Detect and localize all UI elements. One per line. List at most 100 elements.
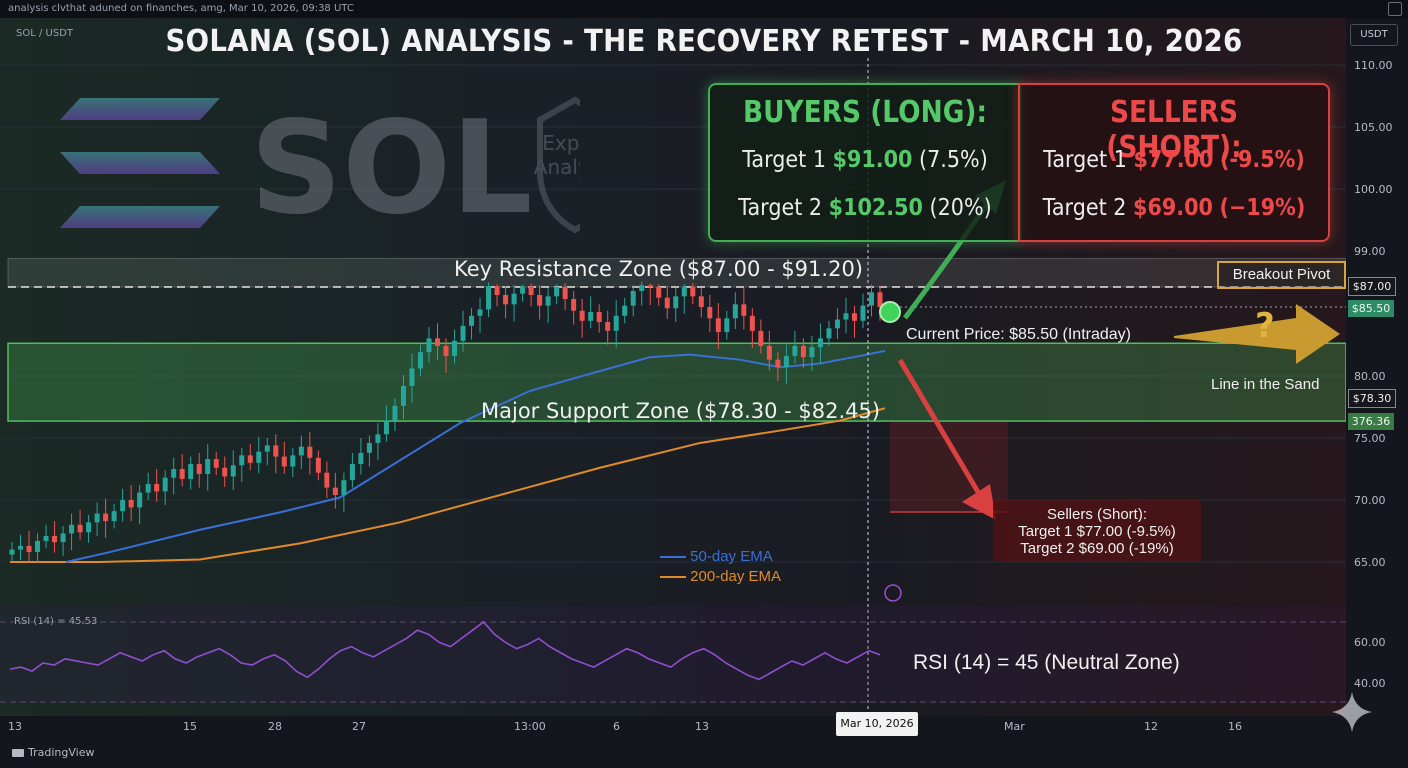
sol-watermark-text: SOL [250,94,533,243]
window-maximize-icon[interactable] [1388,2,1402,16]
candle-body [290,455,296,467]
candle-body [315,457,321,473]
current-price-tag: $85.50 [1348,300,1394,317]
ema-price-tag: 376.36 [1348,413,1394,430]
current-price-label: Current Price: $85.50 (Intraday) [906,326,1131,343]
resistance-zone-label: Key Resistance Zone ($87.00 - $91.20) [454,257,863,281]
candle-body [307,446,313,458]
sellers-target-2: Target 2 $69.00 (−19%) [1035,195,1312,221]
candle-body [520,286,526,294]
buyers-target-1: Target 1 $91.00 (7.5%) [726,147,1005,173]
rsi-big-label: RSI (14) = 45 (Neutral Zone) [913,651,1180,674]
date-tick: 13 [695,720,709,733]
target-price: $69.00 [1133,195,1213,221]
currency-badge[interactable]: USDT [1350,24,1398,46]
legend-ema200: 200-day EMA [660,568,781,585]
candle-body [256,451,262,463]
candle-body [9,549,15,555]
price-tick: 110.00 [1354,59,1393,72]
candle-body [213,459,219,468]
candle-body [349,464,355,481]
candle-body [766,345,772,360]
candle-body [724,318,730,333]
candle-body [341,480,347,496]
candle-body [834,319,840,329]
tradingview-label: TradingView [28,746,95,759]
candle-body [196,464,202,474]
candle-body [392,405,398,421]
candle-body [383,420,389,435]
svg-text:Expert: Expert [542,131,580,155]
candle-body [758,330,764,346]
candle-body [69,524,75,534]
question-mark-icon: ? [1255,306,1275,346]
candle-body [579,310,585,321]
breakout-pivot-label: Breakout Pivot [1217,261,1346,289]
sellers-summary-title: Sellers (Short): [1046,506,1148,523]
candle-body [273,445,279,457]
candle-body [120,500,126,512]
candle-body [137,492,143,508]
buyers-targets-panel: BUYERS (LONG): Target 1 $91.00 (7.5%) Ta… [708,83,1022,242]
candle-body [103,513,109,522]
buyers-target-2: Target 2 $102.50 (20%) [726,195,1005,221]
candle-body [851,313,857,321]
date-tick: 27 [352,720,366,733]
rsi-tick: 40.00 [1354,677,1386,690]
ema50-line [65,349,886,563]
candle-body [460,325,466,341]
candle-body [792,345,798,356]
sellers-summary-t2: Target 2 $69.00 (-19%) [1020,540,1174,557]
candle-body [494,286,500,295]
candle-body [452,340,458,356]
candle-body [375,434,381,443]
candle-body [35,540,41,553]
sol-logo-watermark: SOL Expert Analysis [60,94,580,243]
candle-body [741,304,747,316]
candle-body [630,291,636,306]
date-tick: 16 [1228,720,1242,733]
symbol-label[interactable]: SOL / USDT [16,28,73,39]
tradingview-logo[interactable]: TradingView [12,746,94,759]
candle-body [707,307,713,319]
candle-body [247,455,253,463]
legend-ema50: 50-day EMA [660,548,781,565]
target-label: Target 2 [738,195,823,221]
candle-body [222,467,228,477]
date-tick: Mar [1004,720,1025,733]
candle-body [860,305,866,321]
candle-body [86,522,92,533]
sol-bar-icon [60,152,220,174]
candle-body [817,338,823,348]
candle-body [239,455,245,466]
candle-body [332,487,338,496]
candle-body [800,345,806,358]
tradingview-icon [12,749,24,757]
candle-body [562,287,568,299]
support-zone-label: Major Support Zone ($78.30 - $82.45) [481,399,881,423]
candle-body [94,513,100,523]
candle-body [732,304,738,319]
candle-body [43,535,49,541]
ema200-line [10,407,886,563]
candle-body [111,511,117,522]
candle-body [545,296,551,306]
candle-body [426,338,432,353]
candle-body [843,313,849,320]
target-label: Target 1 [1043,147,1127,173]
candle-body [605,322,611,331]
candle-body [417,352,423,369]
target-price: $91.00 [832,147,913,173]
svg-text:Analysis: Analysis [534,155,580,179]
candle-body [749,315,755,331]
candle-body [622,305,628,316]
candle-body [366,442,372,453]
candle-body [647,285,653,287]
ema-legend: 50-day EMA 200-day EMA [660,548,781,585]
candle-body [179,469,185,479]
target-price: $77.00 [1133,147,1214,173]
top-info-bar: analysis clvthat aduned on finanches, am… [0,0,1408,18]
sol-bar-icon [60,98,220,120]
sellers-targets-panel: SELLERS (SHORT): Target 1 $77.00 (-9.5%)… [1018,83,1330,242]
candle-body [60,533,66,543]
